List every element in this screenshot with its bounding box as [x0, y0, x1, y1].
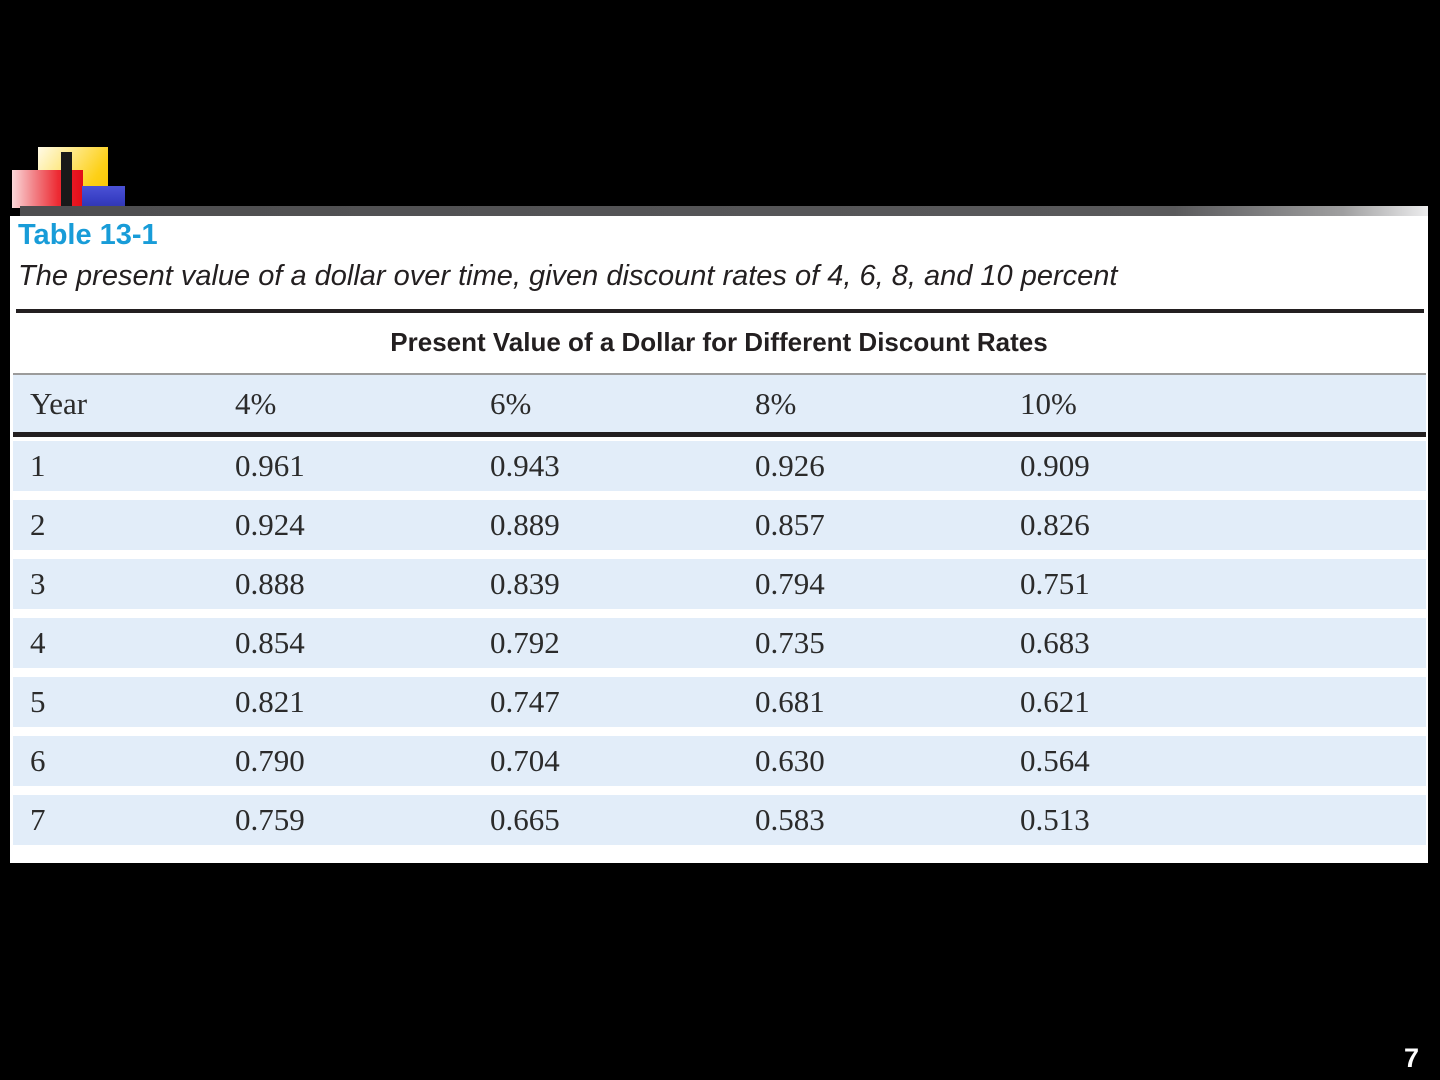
cell-8pct: 0.794 — [755, 566, 825, 601]
table-body: 1 0.961 0.943 0.926 0.909 2 0.924 0.889 … — [10, 441, 1428, 845]
table-row: 1 0.961 0.943 0.926 0.909 — [13, 441, 1426, 491]
cell-4pct: 0.961 — [235, 448, 305, 483]
header-cell-10pct: 10% — [1020, 385, 1077, 421]
cell-year: 1 — [30, 448, 46, 483]
table-panel: Table 13-1 The present value of a dollar… — [10, 216, 1428, 863]
logo-red-square — [12, 170, 83, 208]
cell-10pct: 0.621 — [1020, 684, 1090, 719]
page-number: 7 — [1403, 1043, 1419, 1073]
table-row: 4 0.854 0.792 0.735 0.683 — [13, 618, 1426, 668]
cell-10pct: 0.826 — [1020, 507, 1090, 542]
header-cell-6pct: 6% — [490, 385, 532, 421]
rule-below-header-thick — [13, 432, 1426, 437]
cell-10pct: 0.683 — [1020, 625, 1090, 660]
cell-8pct: 0.583 — [755, 802, 825, 837]
header-cell-8pct: 8% — [755, 385, 797, 421]
cell-6pct: 0.747 — [490, 684, 560, 719]
cell-6pct: 0.889 — [490, 507, 560, 542]
cell-year: 2 — [30, 507, 46, 542]
table-row: 7 0.759 0.665 0.583 0.513 — [13, 795, 1426, 845]
table-number: Table 13-1 — [18, 219, 158, 251]
table-row: 2 0.924 0.889 0.857 0.826 — [13, 500, 1426, 550]
cell-year: 5 — [30, 684, 46, 719]
table-header-row: Year 4% 6% 8% 10% — [13, 375, 1426, 432]
rule-header-thin — [13, 373, 1426, 375]
logo-black-bar — [61, 152, 72, 208]
table-caption: The present value of a dollar over time,… — [18, 260, 1118, 292]
cell-10pct: 0.513 — [1020, 802, 1090, 837]
cell-8pct: 0.857 — [755, 507, 825, 542]
cell-8pct: 0.681 — [755, 684, 825, 719]
cell-10pct: 0.751 — [1020, 566, 1090, 601]
cell-10pct: 0.909 — [1020, 448, 1090, 483]
cell-year: 6 — [30, 743, 46, 778]
top-divider-bar — [20, 206, 1428, 216]
cell-4pct: 0.790 — [235, 743, 305, 778]
cell-8pct: 0.735 — [755, 625, 825, 660]
cell-4pct: 0.821 — [235, 684, 305, 719]
cell-year: 7 — [30, 802, 46, 837]
header-cell-4pct: 4% — [235, 385, 277, 421]
cell-6pct: 0.792 — [490, 625, 560, 660]
cell-4pct: 0.924 — [235, 507, 305, 542]
logo-blue-square — [82, 186, 125, 208]
cell-6pct: 0.943 — [490, 448, 560, 483]
cell-10pct: 0.564 — [1020, 743, 1090, 778]
header-cell-year: Year — [30, 385, 88, 421]
table-title: Present Value of a Dollar for Different … — [390, 327, 1048, 357]
cell-6pct: 0.839 — [490, 566, 560, 601]
cell-6pct: 0.704 — [490, 743, 560, 778]
cell-4pct: 0.888 — [235, 566, 305, 601]
cell-4pct: 0.854 — [235, 625, 305, 660]
rule-top-thick — [16, 309, 1424, 313]
cell-8pct: 0.630 — [755, 743, 825, 778]
table-row: 3 0.888 0.839 0.794 0.751 — [13, 559, 1426, 609]
cell-4pct: 0.759 — [235, 802, 305, 837]
cell-6pct: 0.665 — [490, 802, 560, 837]
table-row: 6 0.790 0.704 0.630 0.564 — [13, 736, 1426, 786]
cell-year: 3 — [30, 566, 46, 601]
cell-year: 4 — [30, 625, 46, 660]
table-row: 5 0.821 0.747 0.681 0.621 — [13, 677, 1426, 727]
cell-8pct: 0.926 — [755, 448, 825, 483]
